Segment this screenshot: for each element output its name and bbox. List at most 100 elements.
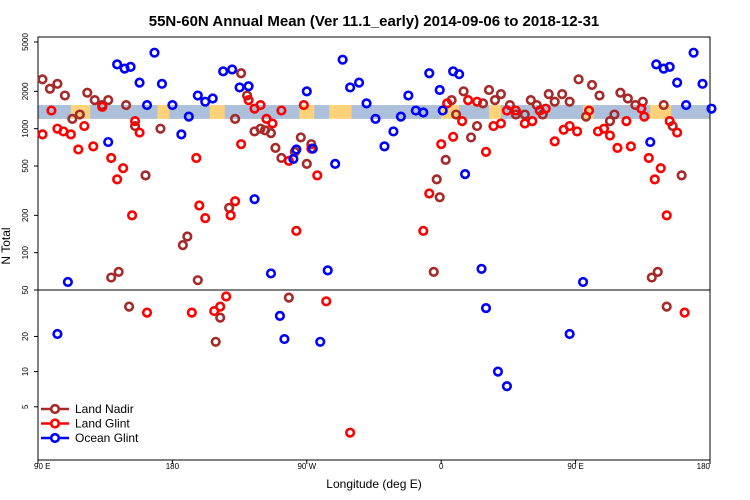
- data-point: [215, 301, 226, 312]
- y-tick-label: 5000: [21, 33, 30, 51]
- data-point: [527, 116, 538, 127]
- data-point: [424, 68, 435, 79]
- data-point: [141, 307, 153, 318]
- legend-marker: [49, 403, 61, 415]
- data-point: [155, 123, 166, 134]
- data-point: [418, 225, 429, 236]
- data-point: [353, 77, 365, 88]
- data-point: [658, 99, 669, 111]
- x-axis-label: Longitude (deg E): [326, 477, 421, 491]
- data-point: [462, 94, 474, 106]
- data-point: [59, 90, 70, 101]
- data-point: [492, 366, 504, 377]
- data-point: [243, 94, 254, 106]
- data-point: [207, 93, 218, 104]
- data-point: [706, 103, 717, 114]
- data-point: [676, 170, 687, 181]
- legend-label: Ocean Glint: [75, 431, 139, 445]
- data-point: [434, 192, 445, 203]
- data-point: [571, 126, 583, 137]
- data-point: [97, 101, 108, 112]
- x-tick-label: 180: [166, 462, 180, 471]
- data-point: [134, 77, 145, 88]
- x-tick-label: 90 W: [297, 462, 316, 471]
- data-point: [458, 86, 469, 97]
- data-point: [192, 275, 203, 286]
- data-point: [681, 99, 692, 111]
- data-point: [480, 146, 492, 157]
- data-point: [301, 86, 312, 97]
- data-point: [52, 78, 63, 89]
- data-point: [577, 276, 589, 288]
- data-point: [501, 381, 513, 392]
- data-point: [225, 210, 236, 221]
- data-point: [315, 336, 326, 347]
- data-point: [501, 105, 513, 116]
- data-point: [495, 89, 507, 100]
- data-point: [182, 231, 193, 242]
- data-point: [276, 105, 287, 116]
- axes: 5000 2000 1000 500 200 100 50 20 10 5 90 E 180 90 W 0…: [21, 33, 711, 471]
- data-point: [510, 105, 521, 116]
- data-point: [230, 196, 241, 207]
- data-point: [672, 77, 683, 88]
- data-point: [62, 276, 73, 288]
- data-point: [604, 130, 616, 141]
- data-point: [403, 90, 414, 101]
- data-point: [549, 136, 560, 147]
- data-point: [480, 302, 492, 314]
- data-point: [88, 141, 99, 152]
- data-point: [573, 74, 584, 85]
- data-point: [200, 213, 211, 224]
- data-point: [649, 174, 660, 185]
- data-point: [697, 78, 708, 89]
- data-point: [270, 142, 281, 153]
- data-point: [549, 96, 560, 107]
- data-point: [103, 94, 114, 106]
- data-point: [177, 240, 188, 251]
- y-tick-label: 5: [21, 404, 30, 409]
- data-point: [655, 163, 666, 174]
- data-point: [274, 310, 286, 322]
- data-point: [265, 268, 277, 279]
- data-point: [471, 120, 483, 132]
- data-point: [424, 188, 435, 199]
- data-point: [322, 265, 333, 276]
- data-point: [465, 132, 477, 143]
- data-point: [664, 61, 675, 72]
- data-point: [74, 109, 85, 120]
- legend-label: Land Nadir: [75, 402, 134, 416]
- data-point: [156, 78, 168, 89]
- y-tick-label: 500: [21, 159, 30, 173]
- x-tick-label: 180: [697, 462, 711, 471]
- data-point: [118, 163, 129, 174]
- data-point: [106, 152, 117, 164]
- data-point: [679, 307, 690, 318]
- data-point: [489, 94, 501, 106]
- band-blue-segment: [459, 105, 489, 119]
- y-tick-label: 1000: [21, 119, 30, 137]
- x-tick-label: 90 E: [34, 462, 50, 471]
- data-point: [388, 126, 399, 137]
- data-point: [279, 333, 290, 345]
- data-point: [636, 103, 647, 114]
- data-point: [283, 292, 294, 303]
- data-point: [261, 113, 272, 124]
- data-point: [612, 142, 623, 153]
- y-tick-label: 50: [21, 285, 30, 294]
- data-point: [298, 99, 309, 111]
- data-point: [661, 210, 672, 221]
- data-point: [291, 144, 302, 155]
- data-point: [448, 131, 459, 142]
- y-tick-label: 100: [21, 245, 30, 259]
- data-point: [167, 99, 178, 111]
- y-tick-label: 2000: [21, 82, 30, 100]
- data-point: [301, 158, 312, 169]
- data-point: [307, 143, 318, 154]
- data-point: [437, 105, 448, 116]
- y-tick-label: 10: [21, 367, 30, 376]
- data-point: [46, 105, 57, 116]
- data-point: [583, 105, 595, 116]
- data-point: [312, 170, 323, 181]
- data-point: [121, 99, 132, 111]
